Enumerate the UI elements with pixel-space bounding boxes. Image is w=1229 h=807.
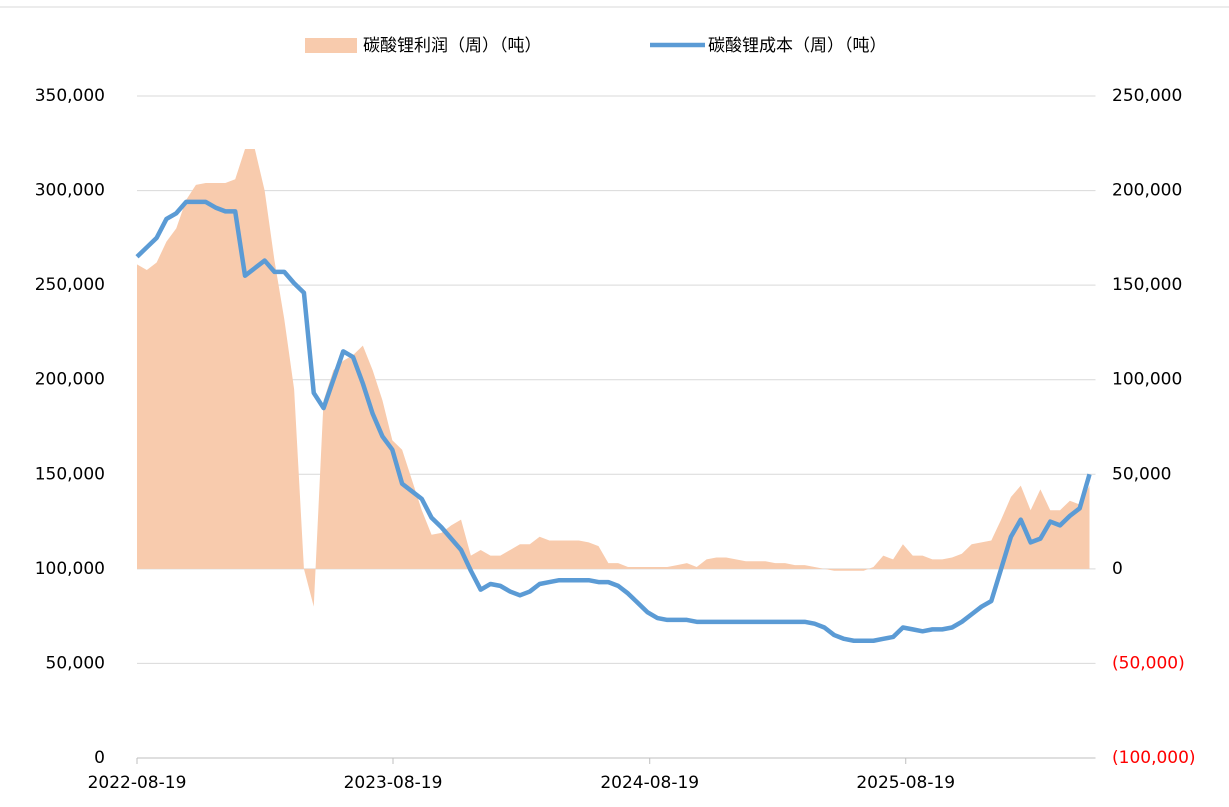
legend-label: 碳酸锂成本（周）（吨） (708, 36, 887, 56)
y2-tick-label: 100,000 (1112, 370, 1182, 390)
y-tick-label: 150,000 (35, 464, 105, 484)
y2-tick-label: (100,000) (1112, 748, 1196, 768)
legend-swatch (305, 38, 357, 53)
y-tick-label: 250,000 (35, 275, 105, 295)
y-tick-label: 300,000 (35, 181, 105, 201)
y2-tick-label: 250,000 (1112, 86, 1182, 106)
y-tick-label: 100,000 (35, 559, 105, 579)
x-tick-label: 2024-08-19 (600, 773, 699, 793)
y-tick-label: 50,000 (46, 653, 105, 673)
legend-label: 碳酸锂利润（周）（吨） (363, 36, 542, 56)
y2-tick-label: 50,000 (1112, 464, 1171, 484)
x-tick-label: 2023-08-19 (344, 773, 443, 793)
y2-tick-label: (50,000) (1112, 653, 1185, 673)
y2-tick-label: 200,000 (1112, 181, 1182, 201)
x-tick-label: 2025-08-19 (856, 773, 955, 793)
y-tick-label: 200,000 (35, 370, 105, 390)
y-tick-label: 350,000 (35, 86, 105, 106)
area (137, 148, 1090, 607)
line (135, 199, 1092, 643)
x-tick-label: 2022-08-19 (88, 773, 187, 793)
y2-tick-label: 0 (1112, 559, 1123, 579)
y-tick-label: 0 (94, 748, 105, 768)
y2-tick-label: 150,000 (1112, 275, 1182, 295)
